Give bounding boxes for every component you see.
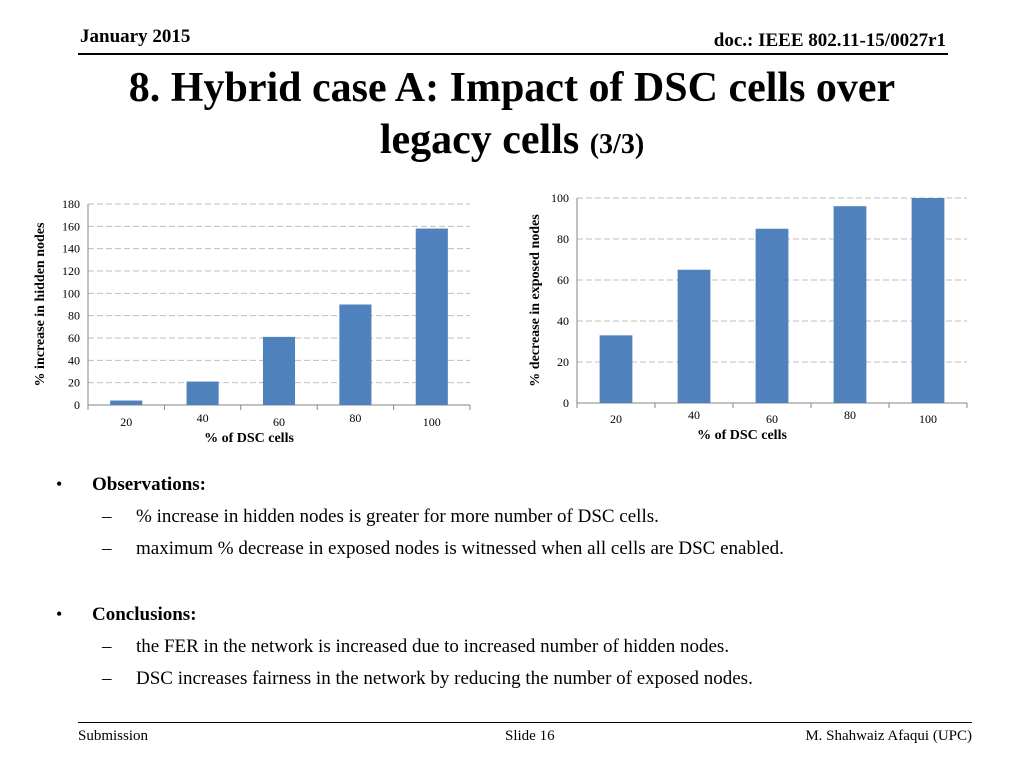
y-tick-label: 140 xyxy=(62,242,80,256)
y-tick-label: 0 xyxy=(563,396,569,410)
x-tick-label: 20 xyxy=(610,412,622,426)
title-suffix: (3/3) xyxy=(589,129,645,160)
observations-heading: Observations: xyxy=(92,474,206,495)
bar xyxy=(262,336,296,405)
y-tick-label: 60 xyxy=(557,273,569,287)
x-tick-label: 20 xyxy=(120,415,132,429)
bar xyxy=(415,228,448,405)
y-tick-label: 20 xyxy=(68,376,80,390)
title-line-2-text: legacy cells xyxy=(379,117,580,163)
y-tick-label: 100 xyxy=(551,191,569,205)
header-rule xyxy=(78,53,948,55)
y-tick-label: 40 xyxy=(557,314,569,328)
bullet-icon: • xyxy=(56,604,63,624)
y-tick-label: 0 xyxy=(74,398,80,412)
exposed-nodes-chart: 0 20 40 60 80 100 20 40 60 80 100 % of DSC cells % d… xyxy=(525,186,975,448)
y-axis-title: % decrease in exposed nodes xyxy=(528,214,543,387)
bar xyxy=(833,206,867,403)
footer-submission: Submission xyxy=(78,728,149,744)
x-tick-label: 40 xyxy=(197,411,209,425)
dash-icon: – xyxy=(102,506,112,527)
y-tick-label: 80 xyxy=(557,232,569,246)
x-tick-label: 40 xyxy=(688,408,700,422)
conclusion-item-text: DSC increases fairness in the network by… xyxy=(136,668,753,689)
x-tick-label: 80 xyxy=(844,408,856,422)
conclusions-heading: Conclusions: xyxy=(92,604,197,625)
observation-item: – maximum % decrease in exposed nodes is… xyxy=(56,538,976,570)
bar xyxy=(339,304,372,405)
y-tick-label: 40 xyxy=(68,353,80,367)
text-body: • Observations: – % increase in hidden n… xyxy=(56,474,976,700)
header-date: January 2015 xyxy=(80,26,191,47)
bar xyxy=(186,381,219,405)
bullet-icon: • xyxy=(56,474,63,494)
y-axis-title: % increase in hidden nodes xyxy=(33,222,48,386)
bar xyxy=(755,228,789,403)
x-tick-label: 100 xyxy=(919,412,937,426)
x-tick-label: 60 xyxy=(273,415,285,429)
title-line-1: 8. Hybrid case A: Impact of DSC cells ov… xyxy=(128,65,896,111)
dash-icon: – xyxy=(102,636,112,657)
x-tick-label: 60 xyxy=(766,412,778,426)
y-tick-label: 60 xyxy=(68,331,80,345)
y-tick-label: 160 xyxy=(62,219,80,233)
x-axis-title: % of DSC cells xyxy=(204,431,294,446)
bar xyxy=(911,198,945,403)
title-line-2: legacy cells (3/3) xyxy=(0,114,1024,171)
x-tick-label: 80 xyxy=(349,411,361,425)
slide-title: 8. Hybrid case A: Impact of DSC cells ov… xyxy=(0,62,1024,171)
dash-icon: – xyxy=(102,668,112,689)
hidden-nodes-chart-svg: 0 20 40 60 80 100 120 140 160 180 20 40 60 80 100 % of … xyxy=(33,197,471,446)
observation-item-text: maximum % decrease in exposed nodes is w… xyxy=(136,538,784,559)
header-doc-id: doc.: IEEE 802.11-15/0027r1 xyxy=(713,30,946,51)
conclusion-item-text: the FER in the network is increased due … xyxy=(136,636,730,657)
dash-icon: – xyxy=(102,538,112,559)
observation-item: – % increase in hidden nodes is greater … xyxy=(56,506,976,538)
y-tick-label: 100 xyxy=(62,286,80,300)
footer-rule xyxy=(78,722,972,723)
footer-slide-number: Slide 16 xyxy=(505,728,555,744)
x-axis-title: % of DSC cells xyxy=(697,428,787,443)
x-tick-label: 100 xyxy=(423,415,441,429)
y-tick-label: 80 xyxy=(68,309,80,323)
hidden-nodes-chart: 0 20 40 60 80 100 120 140 160 180 20 40 60 80 100 % of … xyxy=(30,190,480,452)
conclusion-item: – the FER in the network is increased du… xyxy=(56,636,976,668)
bar xyxy=(677,269,711,403)
observations-heading-row: • Observations: xyxy=(56,474,976,506)
conclusions-heading-row: • Conclusions: xyxy=(56,604,976,636)
y-tick-label: 20 xyxy=(557,355,569,369)
exposed-nodes-chart-svg: 0 20 40 60 80 100 20 40 60 80 100 % of DSC cells % d… xyxy=(528,191,968,443)
bar xyxy=(110,400,143,405)
footer-author: M. Shahwaiz Afaqui (UPC) xyxy=(805,728,972,744)
y-tick-label: 120 xyxy=(62,264,80,278)
bar xyxy=(599,335,633,403)
observation-item-text: % increase in hidden nodes is greater fo… xyxy=(136,506,659,527)
conclusion-item: – DSC increases fairness in the network … xyxy=(56,668,976,700)
y-tick-label: 180 xyxy=(62,197,80,211)
